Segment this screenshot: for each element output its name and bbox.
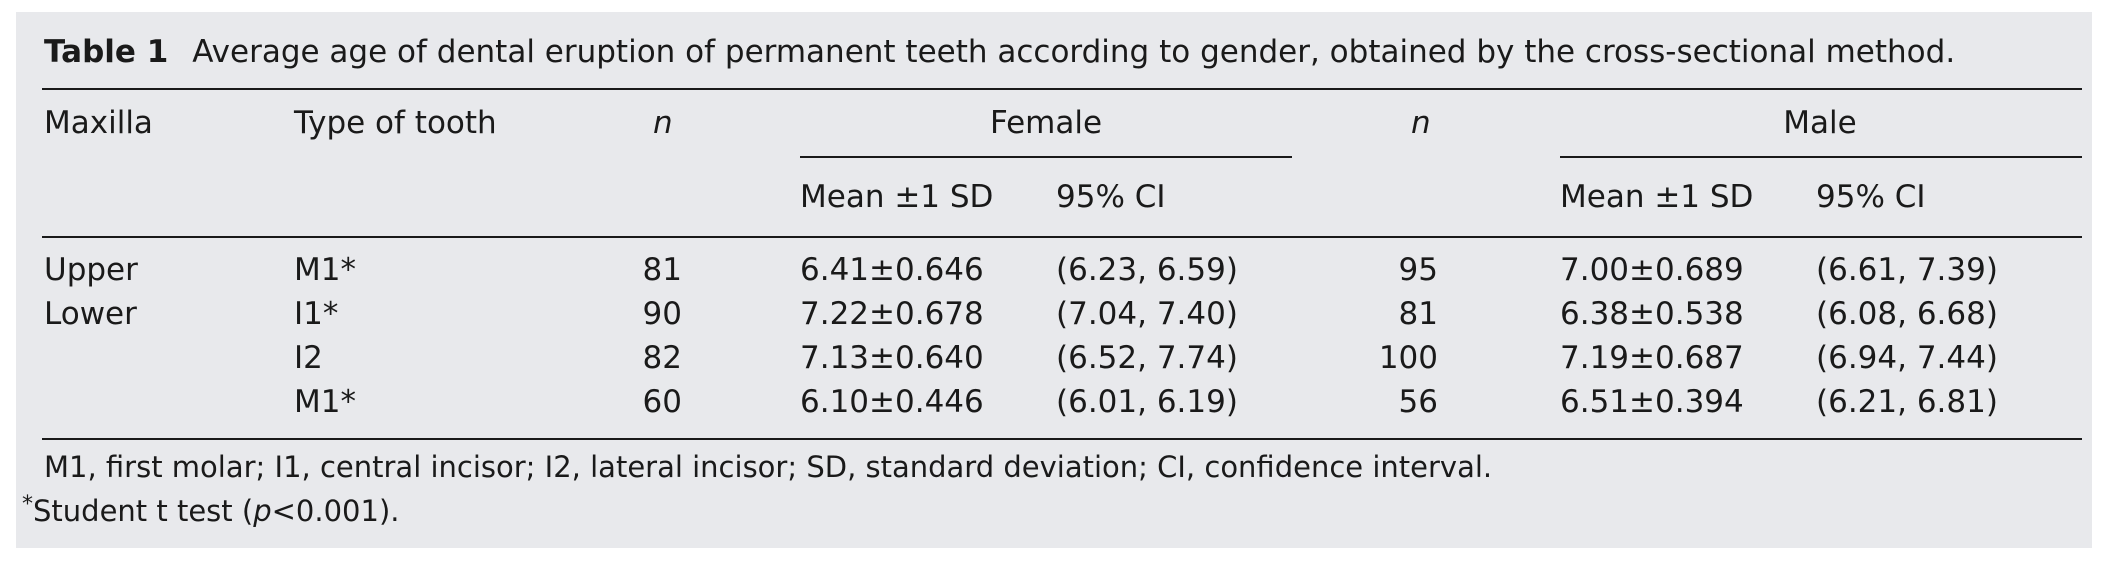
table-caption-tag: Table 1: [44, 34, 169, 70]
header-female-mean: Mean ±1 SD: [800, 179, 994, 215]
row-4-female-ci: (6.01, 6.19): [1056, 384, 1238, 420]
row-4-female-mean: 6.10±0.446: [800, 384, 984, 420]
header-male: Male: [1783, 105, 1857, 141]
header-female: Female: [989, 105, 1103, 141]
footnote-abbreviations: M1, first molar; I1, central incisor; I2…: [44, 450, 1493, 484]
row-2-male-ci: (6.08, 6.68): [1816, 296, 1998, 332]
female-group-rule: [800, 156, 1292, 158]
header-tooth-type: Type of tooth: [294, 105, 497, 141]
footnote-star: *: [22, 492, 33, 517]
row-4-male-ci: (6.21, 6.81): [1816, 384, 1998, 420]
row-3-male-ci: (6.94, 7.44): [1816, 340, 1998, 376]
row-1-n-female: 81: [642, 252, 682, 288]
table-top-rule: [42, 88, 2082, 90]
table-panel: Table 1 Average age of dental eruption of…: [16, 12, 2092, 548]
header-male-ci: 95% CI: [1816, 179, 1926, 215]
header-n-female: n: [653, 105, 673, 141]
row-3-female-mean: 7.13±0.640: [800, 340, 984, 376]
table-caption-text: Average age of dental eruption of perman…: [192, 34, 1956, 70]
footnote-test-p: p: [253, 494, 272, 528]
header-male-mean: Mean ±1 SD: [1560, 179, 1754, 215]
row-1-n-male: 95: [1398, 252, 1438, 288]
row-1-maxilla: Upper: [44, 252, 138, 288]
row-1-female-ci: (6.23, 6.59): [1056, 252, 1238, 288]
header-female-ci: 95% CI: [1056, 179, 1166, 215]
header-bottom-rule: [42, 236, 2082, 238]
row-1-female-mean: 6.41±0.646: [800, 252, 984, 288]
row-4-n-male: 56: [1398, 384, 1438, 420]
row-4-tooth: M1*: [294, 384, 356, 420]
row-3-female-ci: (6.52, 7.74): [1056, 340, 1238, 376]
row-2-n-female: 90: [642, 296, 682, 332]
row-1-tooth: M1*: [294, 252, 356, 288]
row-3-tooth: I2: [294, 340, 323, 376]
row-2-n-male: 81: [1398, 296, 1438, 332]
row-1-male-ci: (6.61, 7.39): [1816, 252, 1998, 288]
row-2-female-ci: (7.04, 7.40): [1056, 296, 1238, 332]
row-3-n-male: 100: [1378, 340, 1438, 376]
row-2-male-mean: 6.38±0.538: [1560, 296, 1744, 332]
row-2-tooth: I1*: [294, 296, 339, 332]
footnote-test-prefix: Student t test (: [33, 494, 254, 528]
row-2-female-mean: 7.22±0.678: [800, 296, 984, 332]
footnote-statistical-test: *Student t test (p<0.001).: [22, 492, 400, 528]
table-caption: Table 1 Average age of dental eruption of…: [44, 34, 1955, 70]
male-group-rule: [1560, 156, 2082, 158]
row-1-male-mean: 7.00±0.689: [1560, 252, 1744, 288]
header-n-male: n: [1411, 105, 1431, 141]
footnote-test-suffix: <0.001).: [271, 494, 400, 528]
table-bottom-rule: [42, 438, 2082, 440]
row-4-n-female: 60: [642, 384, 682, 420]
row-2-maxilla: Lower: [44, 296, 137, 332]
row-3-n-female: 82: [642, 340, 682, 376]
row-3-male-mean: 7.19±0.687: [1560, 340, 1744, 376]
header-maxilla: Maxilla: [44, 105, 153, 141]
row-4-male-mean: 6.51±0.394: [1560, 384, 1744, 420]
